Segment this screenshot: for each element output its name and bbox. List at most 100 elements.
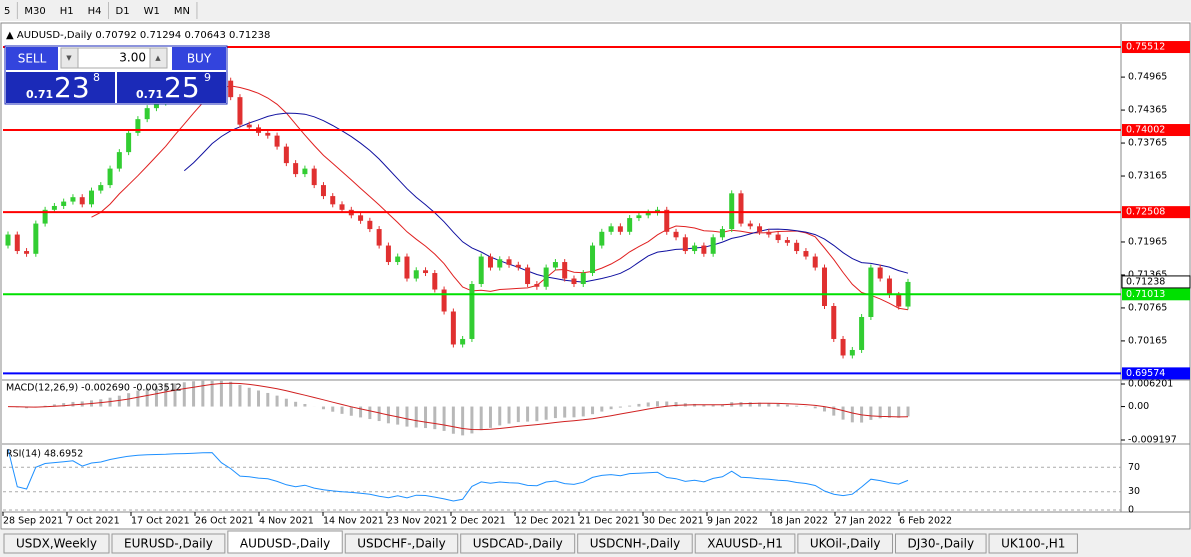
candle <box>590 245 596 274</box>
tab[interactable] <box>577 533 693 554</box>
x-tick-label: 14 Nov 2021 <box>323 516 384 527</box>
candle <box>423 270 429 274</box>
sell-label[interactable]: SELL <box>18 52 47 66</box>
tab-label[interactable]: EURUSD-,Daily <box>124 537 213 551</box>
timeframe-button[interactable]: D1 <box>116 6 130 17</box>
tab-label[interactable]: USDX,Weekly <box>16 537 97 551</box>
candle <box>153 102 159 109</box>
x-tick-label: 12 Dec 2021 <box>515 516 576 527</box>
x-tick-label: 21 Dec 2021 <box>579 516 640 527</box>
timeframe-button[interactable]: M30 <box>24 6 45 17</box>
candle <box>358 215 364 221</box>
candle <box>385 245 391 263</box>
candle <box>283 146 289 164</box>
ask-big: 0.71 <box>136 88 163 101</box>
tab-label[interactable]: USDCHF-,Daily <box>357 537 445 551</box>
tab[interactable] <box>111 533 226 554</box>
candle <box>552 262 558 268</box>
x-tick-label: 27 Jan 2022 <box>835 516 892 527</box>
level-label: 0.72508 <box>1126 207 1165 218</box>
candle <box>126 132 132 153</box>
timeframe-button[interactable]: 5 <box>4 6 10 17</box>
candle <box>107 168 113 186</box>
ask-main: 25 <box>164 71 200 104</box>
x-tick-label: 18 Jan 2022 <box>771 516 828 527</box>
trade-panel: SELL ▼ 3.00 ▲ BUY 0.71 23 8 0.71 25 9 <box>4 45 228 105</box>
bid-box[interactable] <box>6 72 115 103</box>
candle <box>89 190 95 205</box>
candle <box>237 97 243 125</box>
tab-label[interactable]: AUDUSD-,Daily <box>240 537 330 551</box>
candle <box>525 267 531 285</box>
tab-label[interactable]: USDCNH-,Daily <box>590 537 681 551</box>
candle <box>274 135 280 147</box>
y-tick-label: 70 <box>1128 462 1140 473</box>
rsi-line <box>7 448 909 502</box>
candle <box>775 234 781 241</box>
level-label: 0.69574 <box>1126 368 1165 379</box>
candle <box>367 220 373 230</box>
candle <box>228 80 234 98</box>
price-tag <box>1121 275 1191 289</box>
timeframe-button[interactable]: H4 <box>88 6 102 17</box>
volume[interactable]: 3.00 <box>119 51 146 65</box>
buy-label[interactable]: BUY <box>187 52 212 66</box>
candle <box>794 242 800 252</box>
candle <box>404 256 410 279</box>
candle <box>747 223 753 227</box>
candle <box>61 201 67 206</box>
ask-box[interactable] <box>117 72 226 103</box>
candle <box>450 311 456 345</box>
chart-title: ▲ AUDUSD-,Daily 0.70792 0.71294 0.70643 … <box>6 30 270 41</box>
tab[interactable] <box>227 530 343 554</box>
tab[interactable] <box>988 533 1078 554</box>
tab-label[interactable]: UK100-,H1 <box>1001 537 1065 551</box>
timeframe-button[interactable]: H1 <box>60 6 74 17</box>
candle <box>877 267 883 279</box>
candle <box>5 234 11 246</box>
x-tick-label: 26 Oct 2021 <box>195 516 254 527</box>
sell-button[interactable] <box>6 47 58 70</box>
symbol: AUDUSD-,Daily <box>17 30 92 41</box>
x-tick-label: 23 Nov 2021 <box>387 516 448 527</box>
y-tick-label: 0.006201 <box>1128 379 1173 390</box>
candle <box>673 231 679 238</box>
candle <box>543 267 549 287</box>
tab-label[interactable]: XAUUSD-,H1 <box>707 537 783 551</box>
tab[interactable] <box>797 533 893 554</box>
tab[interactable] <box>694 533 796 554</box>
candle <box>376 229 382 246</box>
tab-label[interactable]: UKOil-,Daily <box>810 537 881 551</box>
candle <box>339 204 345 210</box>
candle <box>757 226 763 232</box>
tab[interactable] <box>460 533 576 554</box>
x-tick-label: 7 Oct 2021 <box>67 516 120 527</box>
timeframe-button[interactable]: W1 <box>144 6 160 17</box>
moving-average <box>91 85 909 311</box>
y-tick-label: 0.00 <box>1128 401 1149 412</box>
candle <box>33 223 39 254</box>
buy-button[interactable] <box>172 47 226 70</box>
y-tick-label: 30 <box>1128 486 1140 497</box>
tab[interactable] <box>895 533 987 554</box>
volume-up[interactable] <box>149 47 168 69</box>
candle <box>24 251 30 254</box>
candle <box>515 264 521 268</box>
tab-label[interactable]: USDCAD-,Daily <box>473 537 563 551</box>
candle <box>246 124 252 128</box>
level-tag <box>1122 367 1190 380</box>
tab[interactable] <box>3 533 110 554</box>
candle <box>562 262 568 279</box>
rsi-title: RSI(14) 48.6952 <box>6 449 83 460</box>
timeframe-button[interactable]: MN <box>174 6 190 17</box>
candle <box>840 338 846 356</box>
candle <box>599 231 605 246</box>
candle <box>608 226 614 232</box>
candle <box>98 185 104 191</box>
tab-label[interactable]: DJ30-,Daily <box>908 537 975 551</box>
candle <box>859 316 865 350</box>
candle <box>868 267 874 317</box>
tab[interactable] <box>344 533 459 554</box>
candle <box>636 215 642 219</box>
candle <box>803 251 809 257</box>
